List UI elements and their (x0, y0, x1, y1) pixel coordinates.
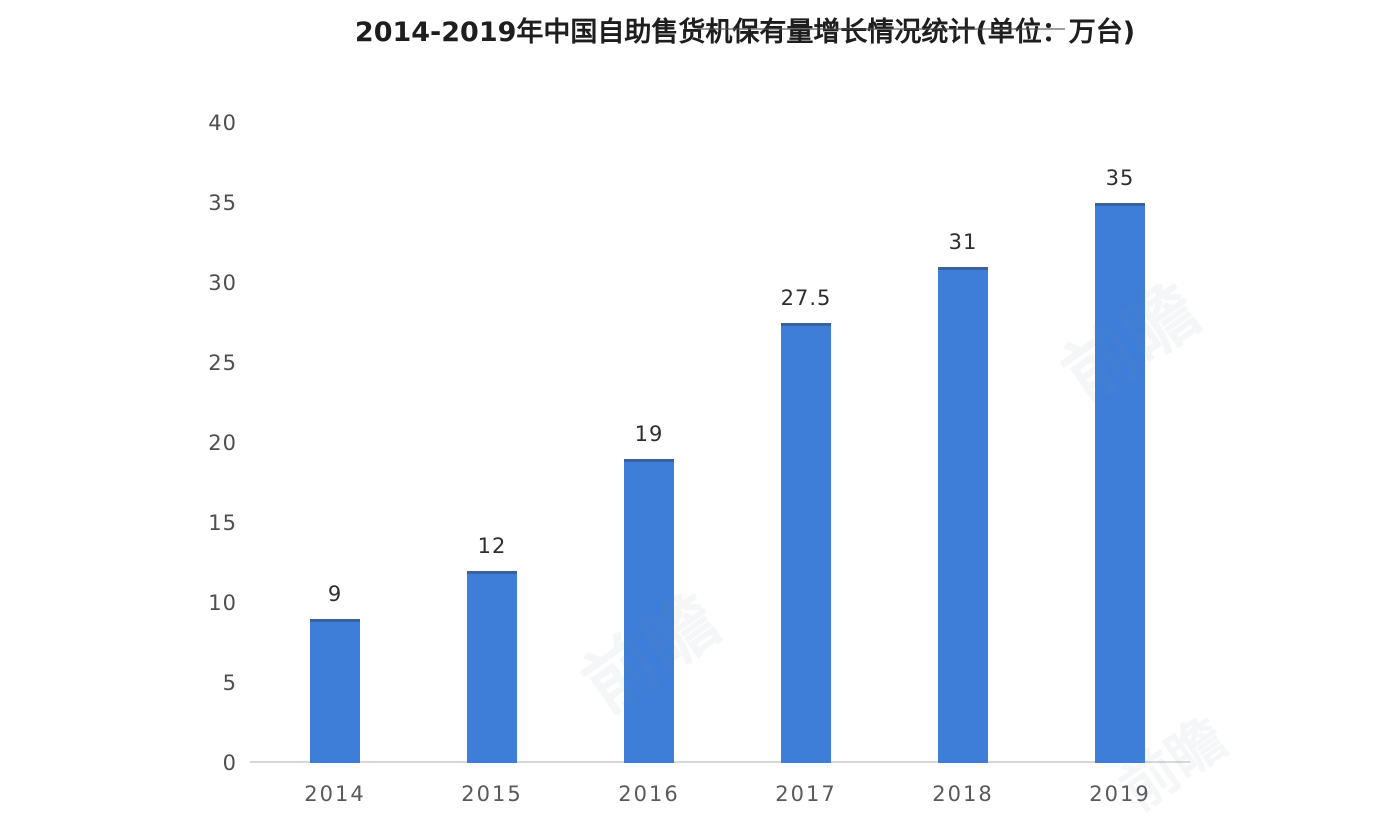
y-axis-tick-label: 25 (208, 351, 237, 375)
chart-title: 2014-2019年中国自助售货机保有量增长情况统计(单位：万台) (354, 17, 1136, 48)
bar-value-label: 12 (477, 534, 507, 558)
bar (467, 571, 517, 763)
y-axis-tick-label: 0 (222, 751, 237, 775)
bar-value-label: 31 (948, 230, 978, 254)
y-axis-tick-label: 5 (222, 671, 237, 695)
bar (624, 459, 674, 763)
bar-value-label: 27.5 (780, 286, 832, 310)
y-axis-tick-label: 20 (208, 431, 237, 455)
y-axis-tick-label: 10 (208, 591, 237, 615)
x-axis-line (250, 761, 1190, 763)
bar (310, 619, 360, 763)
x-axis-tick-label: 2015 (461, 782, 523, 806)
x-axis-tick-label: 2014 (304, 782, 366, 806)
y-axis-tick-label: 40 (208, 111, 237, 135)
x-axis-tick-label: 2018 (932, 782, 994, 806)
y-axis-tick-label: 15 (208, 511, 237, 535)
x-axis-tick-label: 2019 (1089, 782, 1151, 806)
bar (938, 267, 988, 763)
y-axis-tick-label: 35 (208, 191, 237, 215)
y-axis-tick-label: 30 (208, 271, 237, 295)
bar-value-label: 9 (327, 582, 343, 606)
bar-value-label: 19 (634, 422, 664, 446)
x-axis-tick-label: 2016 (618, 782, 680, 806)
bar (781, 323, 831, 763)
x-axis-tick-label: 2017 (775, 782, 837, 806)
bar (1095, 203, 1145, 763)
title-strikethrough-artifact (697, 28, 1065, 30)
bar-value-label: 35 (1105, 166, 1135, 190)
